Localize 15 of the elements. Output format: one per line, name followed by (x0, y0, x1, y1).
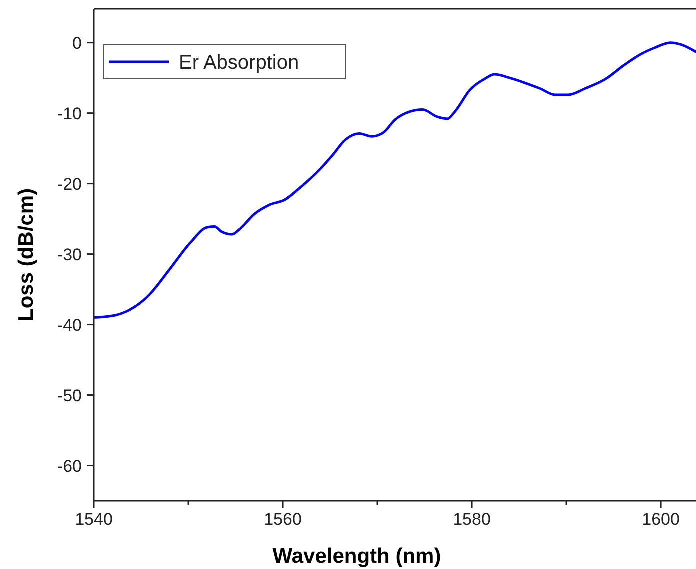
y-tick-label: -20 (57, 174, 82, 194)
y-tick-label: -10 (57, 104, 82, 124)
line-series (94, 42, 696, 319)
y-tick-label: 0 (72, 34, 82, 53)
x-tick-label: 1600 (642, 510, 680, 529)
legend-label: Er Absorption (179, 52, 300, 74)
y-tick-label: -50 (57, 386, 82, 406)
y-tick-label: -60 (57, 456, 82, 476)
x-tick-label: 1580 (453, 510, 491, 529)
x-tick-label: 1560 (264, 510, 302, 529)
y-tick-label: -30 (57, 245, 82, 264)
x-axis-title: Wavelength (nm) (272, 545, 442, 568)
y-axis-title: Loss (dB/cm) (15, 188, 38, 322)
x-tick-label: 1540 (75, 510, 113, 529)
y-tick-label: -40 (57, 316, 82, 335)
